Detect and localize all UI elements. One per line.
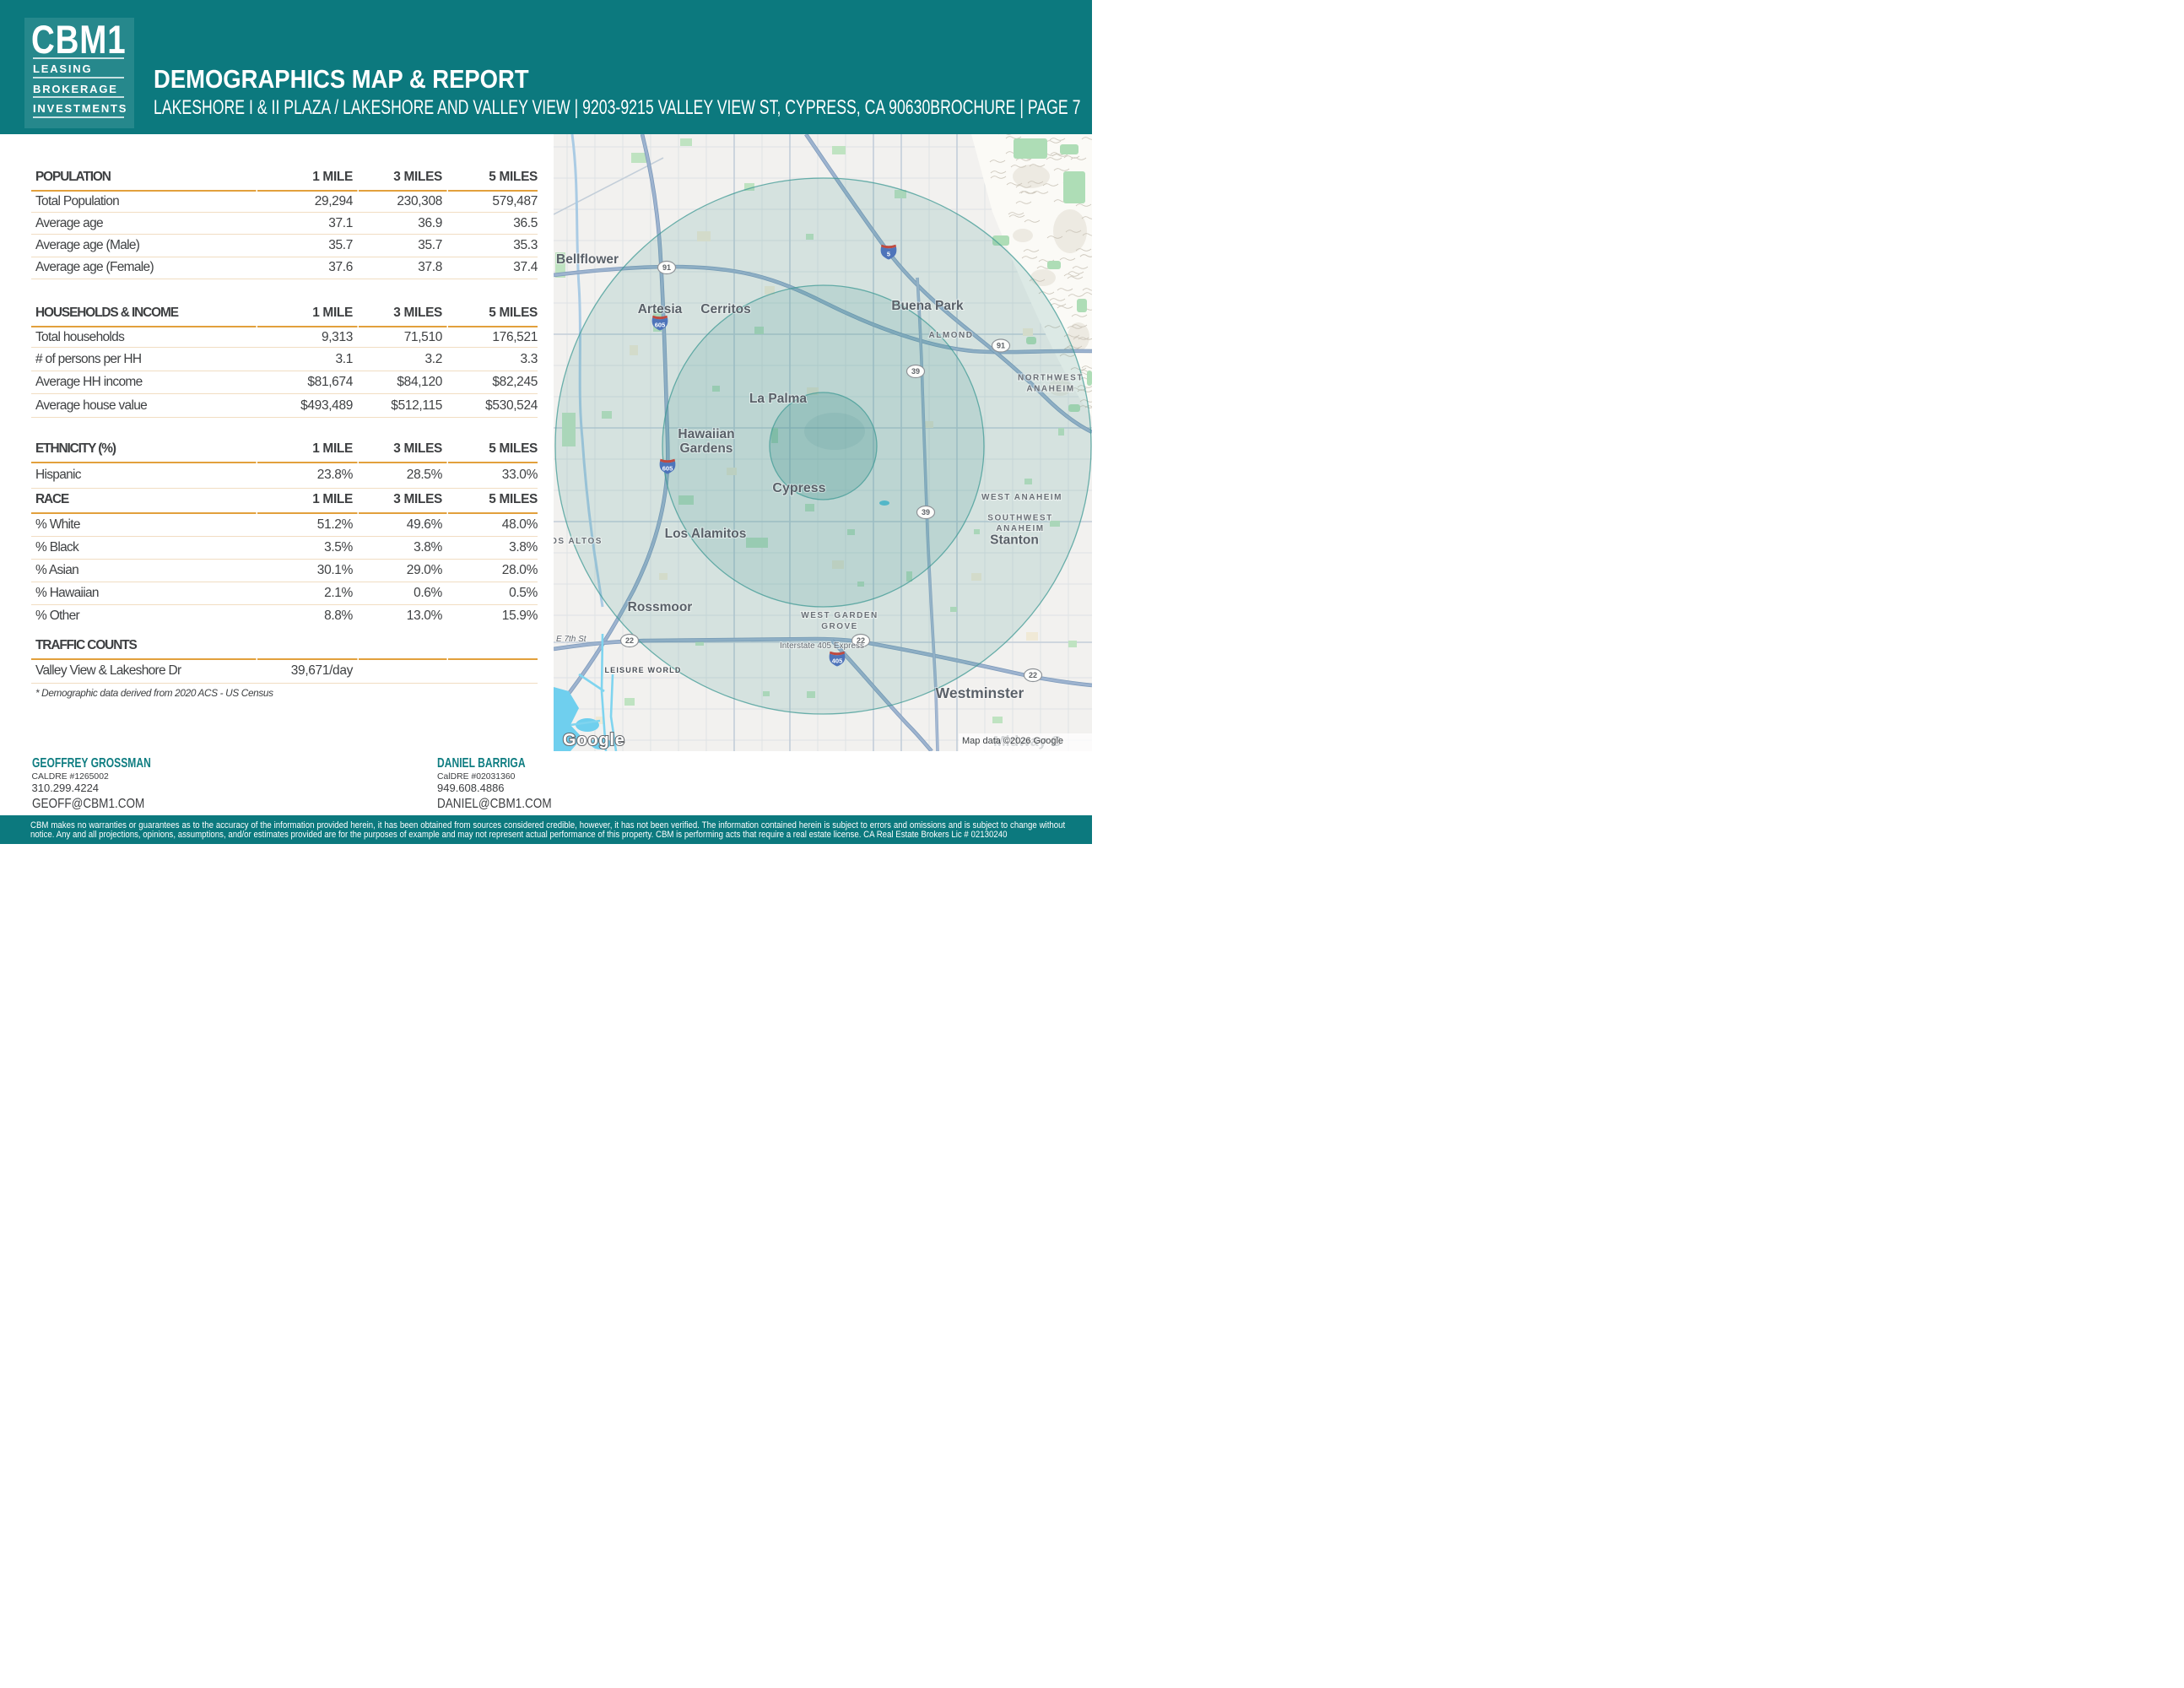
svg-text:WEST ANAHEIM: WEST ANAHEIM [981, 493, 1062, 502]
svg-text:22: 22 [857, 636, 865, 645]
svg-text:WEST GARDEN: WEST GARDEN [801, 611, 878, 620]
svg-text:Los Alamitos: Los Alamitos [665, 527, 747, 541]
svg-text:605: 605 [662, 465, 673, 473]
svg-text:ANAHEIM: ANAHEIM [996, 524, 1044, 533]
svg-text:Rossmoor: Rossmoor [628, 600, 693, 614]
svg-text:91: 91 [662, 263, 671, 272]
svg-text:Google: Google [563, 731, 625, 749]
svg-text:Bellflower: Bellflower [556, 252, 619, 267]
svg-text:OS ALTOS: OS ALTOS [554, 537, 603, 546]
svg-text:Cerritos: Cerritos [700, 302, 750, 316]
svg-text:39: 39 [922, 508, 930, 517]
svg-text:605: 605 [655, 322, 666, 329]
svg-text:39: 39 [911, 367, 920, 376]
svg-text:22: 22 [1029, 671, 1037, 679]
svg-text:ALMOND: ALMOND [929, 331, 974, 340]
svg-text:La Palma: La Palma [749, 392, 807, 406]
svg-text:Hawaiian: Hawaiian [678, 427, 734, 441]
svg-text:E 7th St: E 7th St [556, 635, 587, 644]
svg-text:LEISURE WORLD: LEISURE WORLD [604, 666, 681, 674]
svg-text:Cypress: Cypress [772, 481, 825, 495]
svg-text:NORTHWEST: NORTHWEST [1018, 374, 1084, 383]
svg-text:5: 5 [887, 251, 890, 258]
svg-text:Artesia: Artesia [638, 302, 683, 316]
svg-text:Stanton: Stanton [990, 533, 1039, 548]
svg-text:Interstate 405 Express: Interstate 405 Express [780, 641, 864, 651]
svg-text:Buena Park: Buena Park [891, 299, 964, 313]
svg-text:Westminster: Westminster [936, 684, 1024, 701]
svg-text:405: 405 [832, 657, 843, 665]
svg-text:SOUTHWEST: SOUTHWEST [987, 514, 1052, 523]
svg-text:Map data ©2026 Google: Map data ©2026 Google [962, 736, 1063, 746]
svg-text:Gardens: Gardens [680, 441, 733, 456]
svg-text:GROVE: GROVE [821, 622, 858, 631]
svg-text:ANAHEIM: ANAHEIM [1026, 385, 1074, 394]
svg-text:91: 91 [997, 342, 1005, 350]
svg-text:22: 22 [625, 636, 634, 645]
